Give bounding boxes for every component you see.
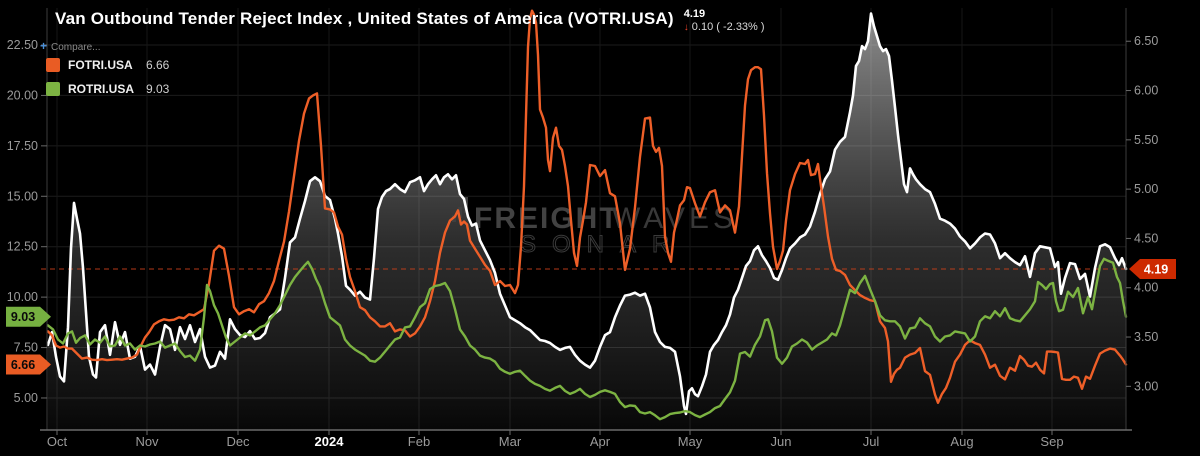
- month-label: Nov: [135, 434, 159, 449]
- month-label: 2024: [315, 434, 345, 449]
- right-axis-tick-label: 3.50: [1134, 330, 1158, 344]
- left-axis-tick-label: 20.00: [7, 88, 38, 102]
- votri-area-series: [48, 13, 1126, 430]
- legend-item-fotri[interactable]: FOTRI.USA 6.66: [46, 53, 169, 77]
- left-axis-tick-label: 22.50: [7, 38, 38, 52]
- fotri-line: [46, 9, 1128, 404]
- legend-symbol: FOTRI.USA: [68, 58, 133, 72]
- right-axis-tick-label: 4.00: [1134, 281, 1158, 295]
- left-axis-tick-label: 7.50: [14, 341, 38, 355]
- current-value: 4.19: [683, 8, 706, 20]
- freightwaves-logo-icon: [458, 207, 462, 218]
- right-axis-tick-label: 3.00: [1134, 379, 1158, 393]
- right-axis-tick-label: 6.00: [1134, 84, 1158, 98]
- month-label: Feb: [408, 434, 430, 449]
- change-value: ↓ 0.10 ( -2.33% ): [684, 22, 765, 33]
- month-label: Jul: [863, 434, 880, 449]
- current-value-block: 4.19 ↓ 0.10 ( -2.33% ): [684, 9, 765, 33]
- right-axis-tick-label: 4.50: [1134, 231, 1158, 245]
- month-label: Mar: [499, 434, 522, 449]
- fotri-swatch-icon: [46, 58, 60, 72]
- legend-value: 9.03: [146, 82, 170, 96]
- legend-value: 6.66: [146, 58, 170, 72]
- legend-symbol: ROTRI.USA: [68, 82, 134, 96]
- rotri-swatch-icon: [46, 82, 60, 96]
- month-label: Oct: [47, 434, 68, 449]
- month-label: Apr: [590, 434, 611, 449]
- right-axis-tick-label: 5.00: [1134, 182, 1158, 196]
- left-axis-tick-label: 5.00: [14, 391, 38, 405]
- left-axis-tick-label: 10.00: [7, 290, 38, 304]
- compare-link[interactable]: + Compare...: [40, 39, 100, 53]
- price-badge-value: 6.66: [11, 358, 35, 372]
- left-axis-tick-label: 17.50: [7, 139, 38, 153]
- price-badge: [6, 306, 51, 327]
- right-axis-tick-label: 6.50: [1134, 34, 1158, 48]
- left-axis-tick-label: 15.00: [7, 189, 38, 203]
- legend-item-rotri[interactable]: ROTRI.USA 9.03: [46, 77, 169, 101]
- right-axis-tick-label: 5.50: [1134, 133, 1158, 147]
- price-badge: [1129, 259, 1176, 279]
- votri-area-fill: [48, 13, 1126, 430]
- legend: FOTRI.USA 6.66 ROTRI.USA 9.03: [46, 53, 169, 101]
- axes: 22.50 20.00 17.50 15.00 12.50 10.00 7.50 5.00 6.…: [7, 8, 1158, 449]
- value-badges: 9.03 6.66 4.19: [6, 259, 1176, 375]
- watermark-brand-bold: FREIGHT: [474, 202, 620, 235]
- month-label: Sep: [1040, 434, 1063, 449]
- change-text: 0.10 ( -2.33% ): [691, 21, 765, 33]
- month-label: Aug: [950, 434, 973, 449]
- plus-icon: +: [40, 39, 48, 53]
- month-label: Jun: [771, 434, 792, 449]
- page-title: Van Outbound Tender Reject Index , Unite…: [55, 9, 674, 28]
- price-badge: [6, 354, 51, 375]
- price-badge-value: 4.19: [1144, 263, 1168, 277]
- price-badge-value: 9.03: [11, 310, 35, 324]
- down-arrow-icon: ↓: [683, 22, 689, 33]
- watermark-product: SONAR: [520, 231, 685, 258]
- line-series: [46, 9, 1128, 421]
- compare-label: Compare...: [51, 42, 101, 53]
- month-label: May: [678, 434, 703, 449]
- rotri-line: [46, 257, 1128, 421]
- month-label: Dec: [226, 434, 250, 449]
- left-axis-tick-label: 12.50: [7, 240, 38, 254]
